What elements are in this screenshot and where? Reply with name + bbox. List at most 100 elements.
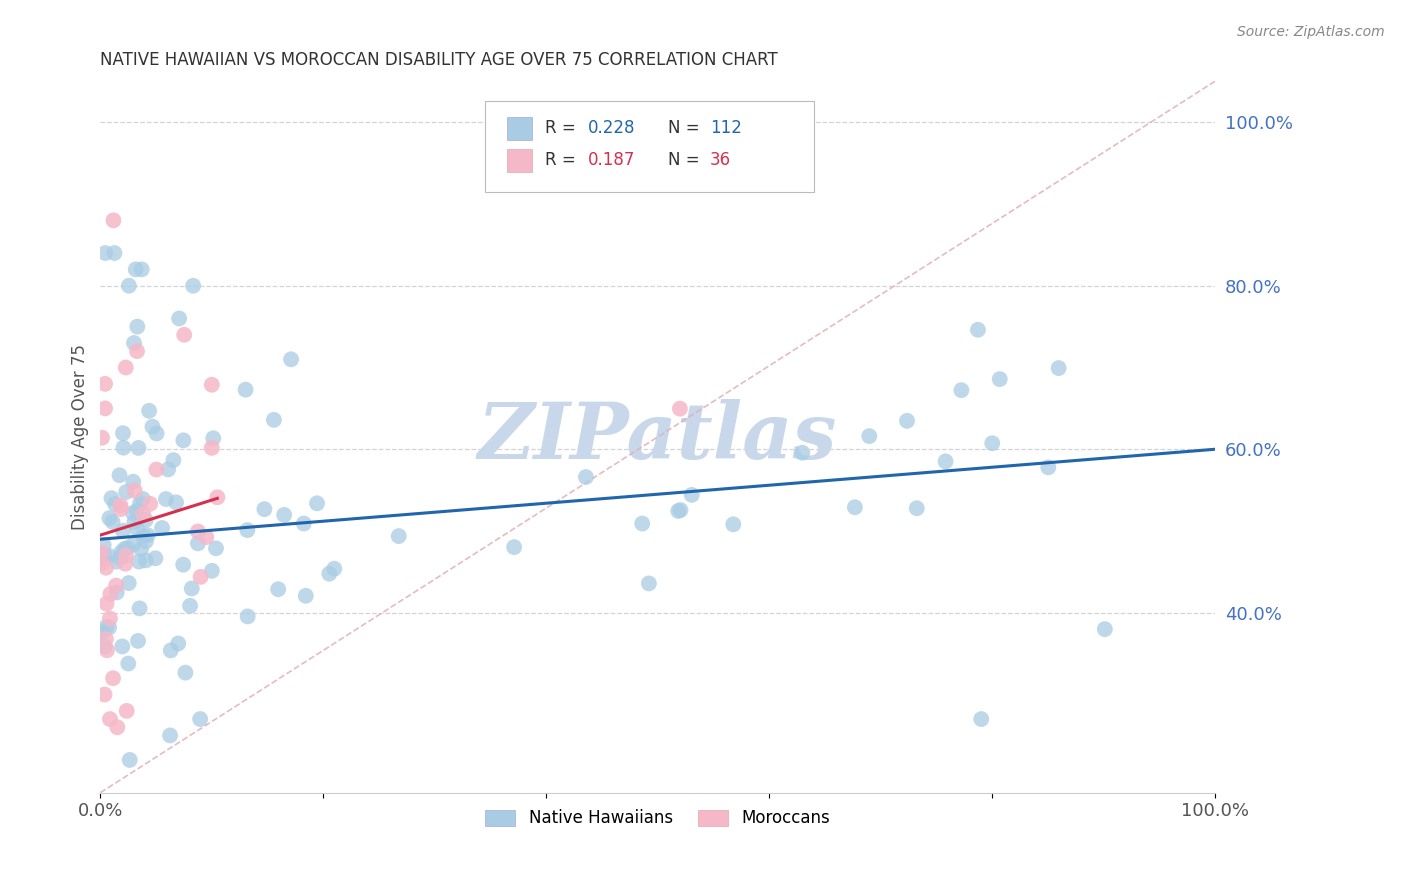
Point: [98, 611, 121, 625]
Text: R =: R =: [546, 152, 581, 169]
Text: NATIVE HAWAIIAN VS MOROCCAN DISABILITY AGE OVER 75 CORRELATION CHART: NATIVE HAWAIIAN VS MOROCCAN DISABILITY A…: [100, 51, 778, 69]
Point: [122, 506, 145, 520]
Point: [103, 246, 125, 260]
Point: [858, 429, 880, 443]
Y-axis label: Disability Age Over 75: Disability Age Over 75: [72, 344, 89, 530]
Text: N =: N =: [668, 152, 704, 169]
Point: [179, 599, 201, 613]
FancyBboxPatch shape: [508, 149, 531, 171]
Point: [1038, 460, 1060, 475]
Point: [145, 462, 167, 476]
Point: [132, 529, 155, 543]
Point: [114, 557, 136, 571]
Point: [155, 491, 177, 506]
Point: [201, 441, 224, 455]
Point: [103, 213, 125, 227]
Point: [111, 426, 134, 441]
Point: [100, 587, 122, 601]
Point: [90, 551, 112, 566]
Point: [127, 522, 149, 536]
Point: [124, 483, 146, 498]
Point: [122, 538, 145, 552]
Text: R =: R =: [546, 120, 581, 137]
Point: [205, 541, 228, 556]
Point: [125, 262, 148, 277]
Point: [135, 534, 157, 549]
Point: [503, 540, 526, 554]
Point: [90, 625, 112, 640]
Point: [187, 524, 209, 539]
Text: ZIPatlas: ZIPatlas: [478, 399, 838, 475]
Text: 0.187: 0.187: [588, 152, 634, 169]
Point: [201, 564, 224, 578]
Point: [98, 549, 121, 563]
Point: [273, 508, 295, 522]
Point: [150, 521, 173, 535]
Point: [96, 597, 118, 611]
Point: [115, 549, 138, 563]
FancyBboxPatch shape: [485, 101, 814, 192]
Point: [94, 640, 117, 654]
Point: [105, 720, 128, 734]
Point: [236, 609, 259, 624]
Point: [167, 636, 190, 650]
Point: [253, 502, 276, 516]
Point: [127, 441, 149, 455]
Point: [118, 576, 141, 591]
Point: [100, 491, 122, 505]
Point: [115, 541, 138, 555]
Point: [988, 372, 1011, 386]
Point: [96, 643, 118, 657]
Point: [235, 383, 257, 397]
Point: [162, 453, 184, 467]
Point: [129, 496, 152, 510]
Point: [267, 582, 290, 597]
Point: [125, 344, 148, 359]
Point: [157, 462, 180, 476]
Legend: Native Hawaiians, Moroccans: Native Hawaiians, Moroccans: [478, 803, 837, 834]
Point: [115, 704, 138, 718]
Point: [101, 515, 124, 529]
Point: [93, 548, 115, 562]
Point: [105, 578, 128, 592]
Point: [112, 441, 135, 455]
Point: [108, 550, 131, 565]
Point: [145, 426, 167, 441]
Point: [172, 558, 194, 572]
Point: [105, 585, 128, 599]
Point: [141, 419, 163, 434]
Point: [118, 753, 141, 767]
Point: [129, 541, 152, 556]
Point: [844, 500, 866, 515]
Point: [167, 311, 190, 326]
Point: [190, 570, 212, 584]
Point: [135, 553, 157, 567]
Point: [792, 446, 814, 460]
Point: [981, 436, 1004, 450]
Point: [132, 491, 155, 506]
Point: [138, 404, 160, 418]
Point: [139, 497, 162, 511]
Point: [94, 560, 117, 574]
Point: [967, 323, 990, 337]
Point: [114, 360, 136, 375]
Point: [159, 643, 181, 657]
Point: [125, 504, 148, 518]
Point: [135, 513, 157, 527]
Point: [90, 556, 112, 570]
Point: [318, 566, 340, 581]
Point: [104, 497, 127, 511]
Point: [970, 712, 993, 726]
Point: [115, 485, 138, 500]
Text: 112: 112: [710, 120, 742, 137]
Point: [666, 504, 689, 518]
Text: Source: ZipAtlas.com: Source: ZipAtlas.com: [1237, 25, 1385, 39]
Point: [101, 671, 124, 685]
Point: [124, 515, 146, 529]
Point: [136, 528, 159, 542]
Point: [111, 524, 134, 538]
Point: [132, 507, 155, 521]
Point: [1094, 622, 1116, 636]
Point: [174, 665, 197, 680]
Point: [98, 620, 121, 634]
